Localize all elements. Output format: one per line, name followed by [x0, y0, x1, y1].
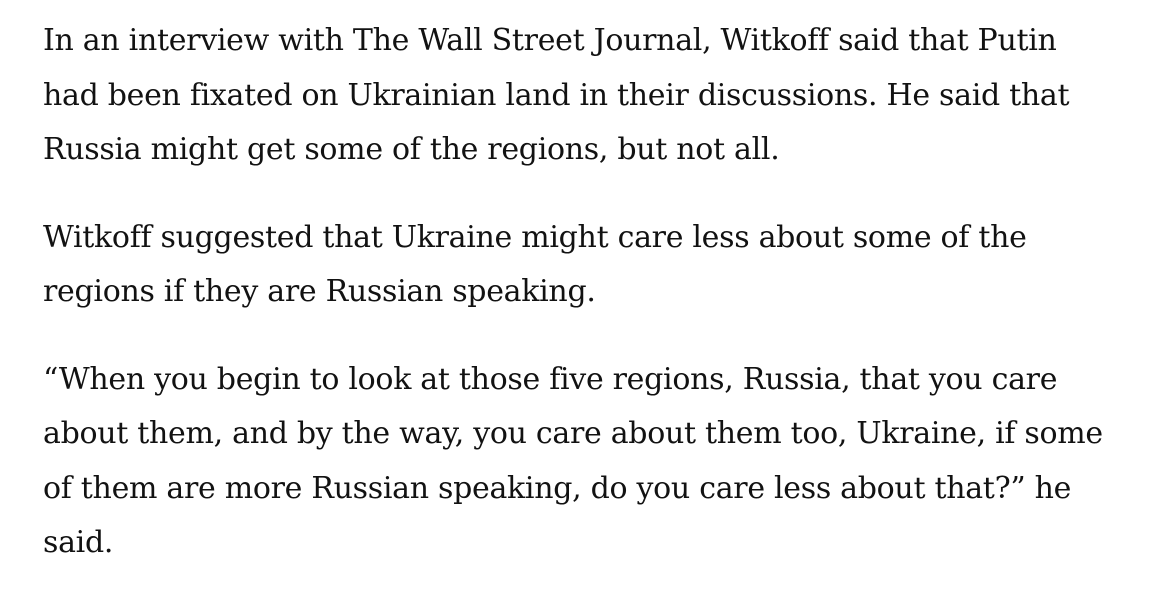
text-line: Witkoff suggested that Ukraine might car… [43, 219, 1027, 255]
article-body: In an interview with The Wall Street Jou… [43, 14, 1118, 571]
text-line: regions if they are Russian speaking. [43, 274, 596, 309]
text-line: about them, and by the way, you care abo… [43, 416, 1103, 451]
text-line: said. [43, 525, 114, 560]
paragraph: Witkoff suggested that Ukraine might car… [43, 211, 1118, 320]
text-line: had been fixated on Ukrainian land in th… [43, 77, 1070, 113]
text-line: of them are more Russian speaking, do yo… [43, 470, 1072, 506]
paragraph: “When you begin to look at those five re… [43, 353, 1118, 571]
paragraph: In an interview with The Wall Street Jou… [43, 14, 1118, 178]
text-line: “When you begin to look at those five re… [43, 361, 1058, 397]
text-line: In an interview with The Wall Street Jou… [43, 23, 1057, 58]
text-line: Russia might get some of the regions, bu… [43, 132, 780, 167]
